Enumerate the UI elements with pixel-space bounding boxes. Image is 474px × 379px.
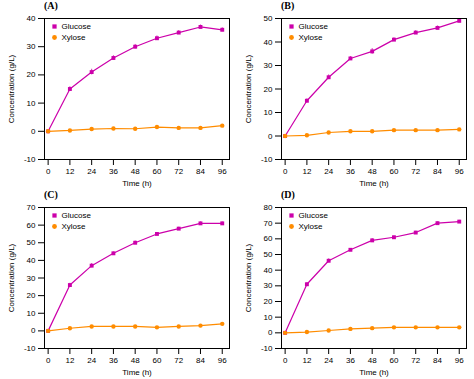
svg-text:10: 10 bbox=[264, 313, 273, 322]
svg-text:36: 36 bbox=[346, 167, 355, 176]
svg-text:Glucose: Glucose bbox=[299, 22, 329, 31]
svg-text:36: 36 bbox=[109, 356, 118, 365]
svg-text:Glucose: Glucose bbox=[299, 211, 329, 220]
svg-text:12: 12 bbox=[302, 167, 311, 176]
svg-text:Time (h): Time (h) bbox=[122, 368, 152, 377]
svg-text:Concentration (g/L): Concentration (g/L) bbox=[244, 54, 253, 123]
svg-text:24: 24 bbox=[324, 167, 333, 176]
svg-text:Xylose: Xylose bbox=[299, 222, 324, 231]
svg-text:36: 36 bbox=[346, 356, 355, 365]
svg-text:48: 48 bbox=[368, 356, 377, 365]
svg-text:12: 12 bbox=[302, 356, 311, 365]
svg-text:30: 30 bbox=[27, 274, 36, 283]
svg-text:60: 60 bbox=[152, 167, 161, 176]
svg-text:0: 0 bbox=[31, 127, 36, 136]
svg-text:50: 50 bbox=[27, 238, 36, 247]
svg-text:36: 36 bbox=[109, 167, 118, 176]
svg-text:0: 0 bbox=[283, 167, 288, 176]
svg-text:0: 0 bbox=[46, 356, 51, 365]
svg-text:Xylose: Xylose bbox=[62, 33, 87, 42]
svg-text:20: 20 bbox=[264, 297, 273, 306]
svg-text:60: 60 bbox=[389, 167, 398, 176]
svg-text:60: 60 bbox=[152, 356, 161, 365]
svg-text:Xylose: Xylose bbox=[62, 222, 87, 231]
svg-text:72: 72 bbox=[411, 356, 420, 365]
svg-text:72: 72 bbox=[411, 167, 420, 176]
svg-text:0: 0 bbox=[268, 132, 273, 141]
svg-text:96: 96 bbox=[218, 356, 227, 365]
svg-text:0: 0 bbox=[268, 328, 273, 337]
svg-text:24: 24 bbox=[87, 167, 96, 176]
svg-text:Concentration (g/L): Concentration (g/L) bbox=[7, 243, 16, 312]
svg-text:0: 0 bbox=[283, 356, 288, 365]
svg-text:60: 60 bbox=[27, 221, 36, 230]
svg-text:Concentration (g/L): Concentration (g/L) bbox=[7, 54, 16, 123]
svg-text:48: 48 bbox=[131, 167, 140, 176]
svg-text:Time (h): Time (h) bbox=[359, 179, 389, 188]
svg-text:24: 24 bbox=[324, 356, 333, 365]
svg-text:Time (h): Time (h) bbox=[359, 368, 389, 377]
html-text:(B): (B) bbox=[281, 0, 295, 11]
html-text:(C): (C) bbox=[44, 189, 58, 200]
svg-text:40: 40 bbox=[27, 14, 36, 23]
svg-text:10: 10 bbox=[264, 108, 273, 117]
svg-text:12: 12 bbox=[65, 356, 74, 365]
svg-text:12: 12 bbox=[65, 167, 74, 176]
svg-text:-10: -10 bbox=[261, 155, 273, 164]
svg-text:10: 10 bbox=[27, 309, 36, 318]
svg-text:40: 40 bbox=[264, 266, 273, 275]
svg-text:Glucose: Glucose bbox=[62, 211, 92, 220]
svg-text:96: 96 bbox=[218, 167, 227, 176]
svg-text:96: 96 bbox=[455, 167, 464, 176]
svg-text:10: 10 bbox=[27, 99, 36, 108]
svg-text:70: 70 bbox=[264, 219, 273, 228]
svg-text:70: 70 bbox=[27, 203, 36, 212]
svg-text:Time (h): Time (h) bbox=[122, 179, 152, 188]
svg-text:50: 50 bbox=[264, 250, 273, 259]
svg-text:72: 72 bbox=[174, 167, 183, 176]
svg-text:24: 24 bbox=[87, 356, 96, 365]
svg-text:50: 50 bbox=[264, 14, 273, 23]
svg-text:80: 80 bbox=[264, 203, 273, 212]
svg-text:0: 0 bbox=[31, 326, 36, 335]
svg-text:Glucose: Glucose bbox=[62, 22, 92, 31]
svg-text:72: 72 bbox=[174, 356, 183, 365]
svg-text:20: 20 bbox=[27, 70, 36, 79]
svg-text:60: 60 bbox=[389, 356, 398, 365]
svg-text:40: 40 bbox=[264, 38, 273, 47]
svg-text:96: 96 bbox=[455, 356, 464, 365]
svg-text:Concentration (g/L): Concentration (g/L) bbox=[244, 243, 253, 312]
svg-text:48: 48 bbox=[368, 167, 377, 176]
svg-text:48: 48 bbox=[131, 356, 140, 365]
svg-text:Xylose: Xylose bbox=[299, 33, 324, 42]
svg-text:30: 30 bbox=[27, 42, 36, 51]
svg-text:84: 84 bbox=[433, 356, 442, 365]
svg-text:40: 40 bbox=[27, 256, 36, 265]
svg-text:-10: -10 bbox=[24, 344, 36, 353]
svg-text:20: 20 bbox=[27, 291, 36, 300]
html-text:(A): (A) bbox=[44, 0, 58, 11]
svg-text:-10: -10 bbox=[24, 155, 36, 164]
svg-text:30: 30 bbox=[264, 281, 273, 290]
svg-text:84: 84 bbox=[196, 167, 205, 176]
svg-text:30: 30 bbox=[264, 61, 273, 70]
svg-text:-10: -10 bbox=[261, 344, 273, 353]
svg-text:20: 20 bbox=[264, 85, 273, 94]
svg-text:0: 0 bbox=[46, 167, 51, 176]
svg-text:84: 84 bbox=[433, 167, 442, 176]
html-text:(D): (D) bbox=[281, 189, 295, 200]
svg-text:84: 84 bbox=[196, 356, 205, 365]
svg-text:60: 60 bbox=[264, 234, 273, 243]
